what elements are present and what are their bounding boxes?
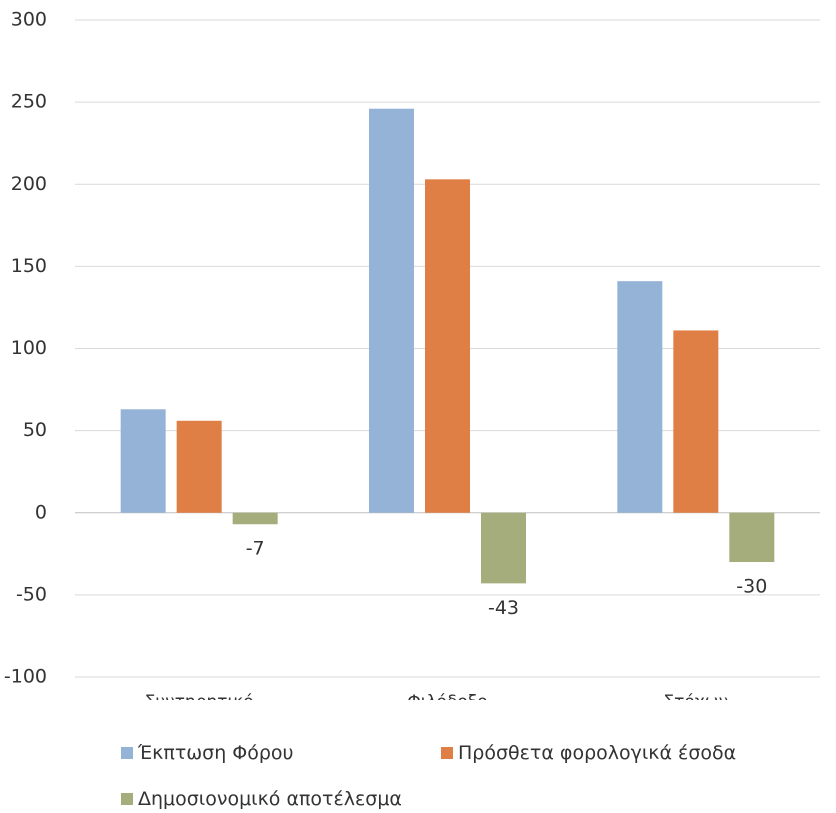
y-tick-label-1: 250 bbox=[11, 91, 47, 113]
legend-swatch-2 bbox=[441, 747, 453, 759]
y-tick-label-4: 100 bbox=[11, 337, 47, 359]
bar-s2-c0 bbox=[232, 512, 278, 525]
bars bbox=[120, 108, 775, 584]
bar-s0-c0 bbox=[120, 409, 166, 513]
x-category-label-1: Φιλόδοξο bbox=[407, 692, 487, 700]
y-tick-label-0: 300 bbox=[11, 9, 47, 31]
y-axis-tick-labels: 300 250 200 150 100 50 0 -50 -100 bbox=[4, 9, 47, 688]
legend-label-1: Έκπτωση Φόρου bbox=[138, 742, 294, 764]
legend-label-3: Δημοσιονομικό αποτέλεσμα bbox=[138, 788, 402, 810]
y-tick-label-8: -100 bbox=[4, 666, 47, 688]
bar-s2-c1 bbox=[481, 512, 526, 584]
bar-s1-c0 bbox=[176, 420, 222, 513]
y-tick-label-3: 150 bbox=[11, 255, 47, 277]
bar-s0-c1 bbox=[369, 108, 414, 513]
legend-swatch-3 bbox=[121, 793, 133, 805]
y-tick-label-7: -50 bbox=[16, 583, 47, 605]
legend-item-1: Έκπτωση Φόρου bbox=[121, 742, 294, 764]
y-tick-label-2: 200 bbox=[11, 173, 47, 195]
y-tick-label-6: 0 bbox=[35, 501, 47, 523]
bar-s1-c1 bbox=[425, 179, 470, 513]
legend-label-2: Πρόσθετα φορολογικά έσοδα bbox=[458, 742, 737, 764]
legend-item-3: Δημοσιονομικό αποτέλεσμα bbox=[121, 788, 402, 810]
data-label-s2-c2: -30 bbox=[736, 576, 767, 598]
bar-s0-c2 bbox=[617, 281, 663, 513]
legend-swatch-1 bbox=[121, 747, 133, 759]
bar-s2-c2 bbox=[729, 512, 775, 563]
x-category-label-2: Στόχων bbox=[663, 692, 728, 700]
data-label-s2-c0: -7 bbox=[246, 538, 265, 560]
data-labels: -7 -43 -30 bbox=[246, 538, 768, 619]
data-label-s2-c1: -43 bbox=[488, 597, 519, 619]
x-category-label-0: Συντηρητικό bbox=[145, 692, 254, 700]
x-axis-category-labels: Συντηρητικό Φιλόδοξο Στόχων bbox=[145, 692, 729, 700]
chart: 300 250 200 150 100 50 0 -50 -100 -7 -43 -30 Συντη… bbox=[4, 9, 820, 700]
bar-s1-c2 bbox=[673, 330, 719, 513]
legend: Έκπτωση Φόρου Πρόσθετα φορολογικά έσοδα … bbox=[0, 740, 836, 813]
legend-item-2: Πρόσθετα φορολογικά έσοδα bbox=[441, 742, 736, 764]
y-tick-label-5: 50 bbox=[23, 419, 47, 441]
